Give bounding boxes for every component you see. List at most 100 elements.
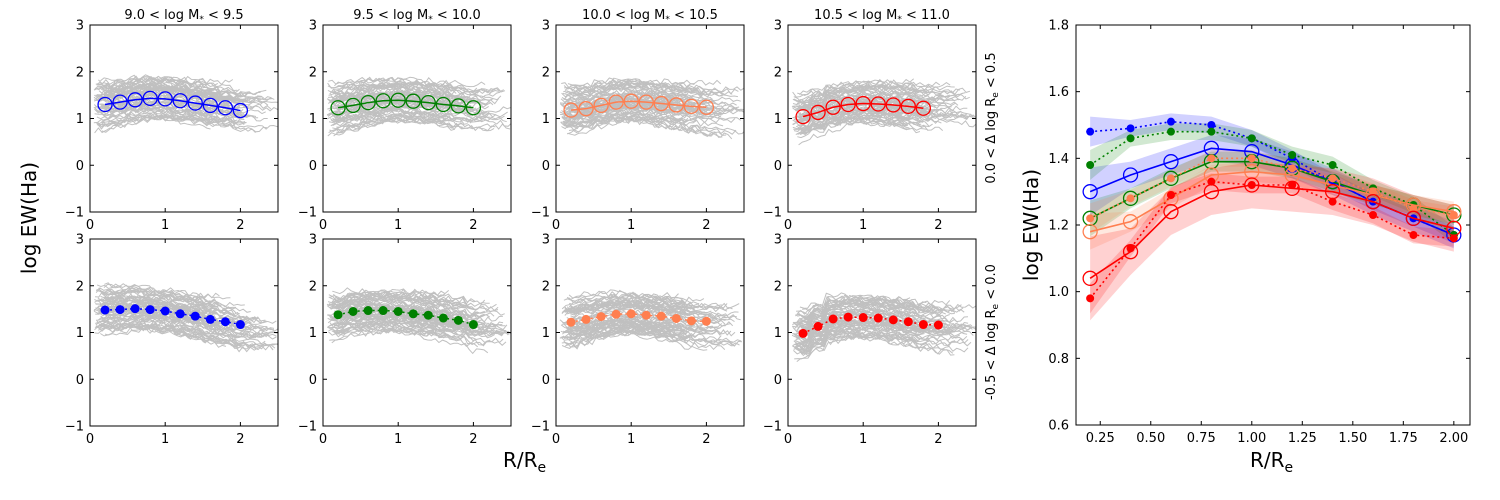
individual-profile-line — [331, 82, 460, 103]
mean-marker-filled — [423, 310, 433, 320]
individual-profile-line — [330, 299, 482, 322]
individual-profile-line — [796, 92, 932, 109]
individual-profile-line — [802, 295, 908, 323]
mean-marker-open — [593, 97, 609, 114]
column-title-sub: * — [665, 15, 670, 25]
mean-marker-filled — [843, 312, 853, 322]
panel-curves — [791, 78, 976, 146]
row-label-bottom: -0.5 < Δ log Re < 0.0 — [984, 264, 1001, 400]
individual-profile-line — [98, 309, 257, 339]
individual-profile-line — [94, 82, 278, 106]
left-x-axis-label-sub: e — [538, 460, 547, 476]
profile-marker-filled — [1166, 191, 1175, 199]
individual-profile-line — [101, 112, 268, 133]
uncertainty-band — [1090, 113, 1454, 244]
left-y-axis-label: log EW(Ha) — [17, 162, 41, 274]
x-tick-label: 2 — [469, 432, 477, 447]
individual-profile-line — [559, 320, 696, 341]
right-series-group — [1082, 113, 1462, 321]
individual-profile-line — [95, 289, 217, 308]
y-tick-label: −1 — [298, 206, 317, 221]
mean-marker-open — [870, 96, 886, 112]
y-tick-label: 2 — [309, 279, 317, 294]
mean-marker-open — [375, 93, 391, 109]
x-tick-label: 1 — [161, 432, 169, 447]
individual-profile-line — [791, 308, 947, 328]
individual-profile-line — [567, 320, 700, 337]
profile-marker-filled — [1086, 161, 1095, 169]
mean-marker-open — [825, 99, 841, 115]
right-x-tick-label: 1.50 — [1338, 431, 1367, 446]
y-tick-label: −1 — [65, 420, 84, 435]
row-label-top-post: < 0.5 — [984, 52, 999, 92]
mean-marker-filled — [130, 304, 140, 314]
y-tick-label: 0 — [76, 159, 84, 174]
individual-profile-line — [800, 78, 915, 103]
panel-curves — [93, 74, 278, 134]
profile-marker-open — [1082, 184, 1098, 200]
individual-profile-line — [563, 108, 744, 129]
individual-profile-line — [793, 96, 934, 114]
row-label-bottom-post: < 0.0 — [984, 264, 999, 304]
individual-profile-line — [795, 297, 921, 324]
mean-marker-filled — [160, 306, 170, 316]
mean-marker-open — [450, 98, 467, 114]
mean-marker-open — [810, 104, 826, 121]
mean-marker-open — [127, 92, 143, 108]
individual-profile-line — [332, 291, 446, 305]
profile-marker-filled — [1328, 197, 1337, 206]
profile-marker-filled — [1288, 181, 1297, 189]
individual-profile-line — [99, 296, 266, 322]
profile-marker-open — [1082, 210, 1098, 226]
individual-profile-line — [103, 84, 232, 103]
individual-profile-line — [565, 316, 732, 336]
profile-line — [1089, 157, 1454, 220]
individual-profile-line — [793, 329, 945, 350]
profile-marker-filled — [1126, 244, 1135, 253]
individual-profile-line — [561, 77, 738, 98]
mean-marker-filled — [641, 310, 651, 320]
individual-profile-line — [568, 318, 716, 335]
individual-profile-line — [332, 114, 468, 130]
profile-marker-open — [1163, 204, 1179, 220]
right-y-tick-label: 1.2 — [1048, 219, 1069, 234]
x-tick-label: 1 — [394, 218, 402, 233]
right-x-tick-label: 0.25 — [1086, 431, 1115, 446]
individual-profile-line — [335, 288, 450, 301]
right-y-tick-label: 1.6 — [1048, 85, 1069, 100]
mean-marker-filled — [888, 315, 898, 325]
individual-profile-line — [97, 315, 241, 342]
right-y-axis-label: log EW(Ha) — [1019, 169, 1043, 281]
mean-marker-filled — [596, 312, 606, 322]
mean-marker-open — [202, 97, 218, 114]
mean-marker-open — [217, 100, 234, 116]
right-x-tick-label: 1.25 — [1288, 431, 1317, 446]
mean-marker-open — [360, 94, 376, 111]
individual-profile-line — [330, 292, 486, 308]
panel-curves — [93, 282, 278, 353]
mean-marker-filled — [873, 313, 883, 323]
left-x-axis-label-main: R/R — [503, 448, 538, 472]
column-title-1: 9.5 < log M* < 10.0 — [353, 8, 481, 25]
individual-profile-line — [331, 87, 506, 107]
panel-curves — [326, 287, 511, 355]
mean-marker-open — [683, 98, 700, 114]
profile-marker-open — [1405, 210, 1422, 226]
y-tick-label: −1 — [298, 420, 317, 435]
profile-marker-open — [1446, 207, 1462, 223]
y-tick-label: 0 — [774, 373, 782, 388]
mean-marker-open — [420, 94, 436, 111]
profile-marker-filled — [1449, 234, 1458, 243]
individual-profile-line — [101, 107, 245, 123]
individual-profile-line — [101, 75, 234, 93]
x-tick-label: 1 — [394, 432, 402, 447]
profile-marker-filled — [1086, 294, 1095, 303]
individual-profile-line — [793, 115, 922, 131]
individual-profile-line — [327, 84, 502, 101]
individual-profile-line — [801, 105, 968, 132]
mean-marker-filled — [671, 313, 681, 323]
